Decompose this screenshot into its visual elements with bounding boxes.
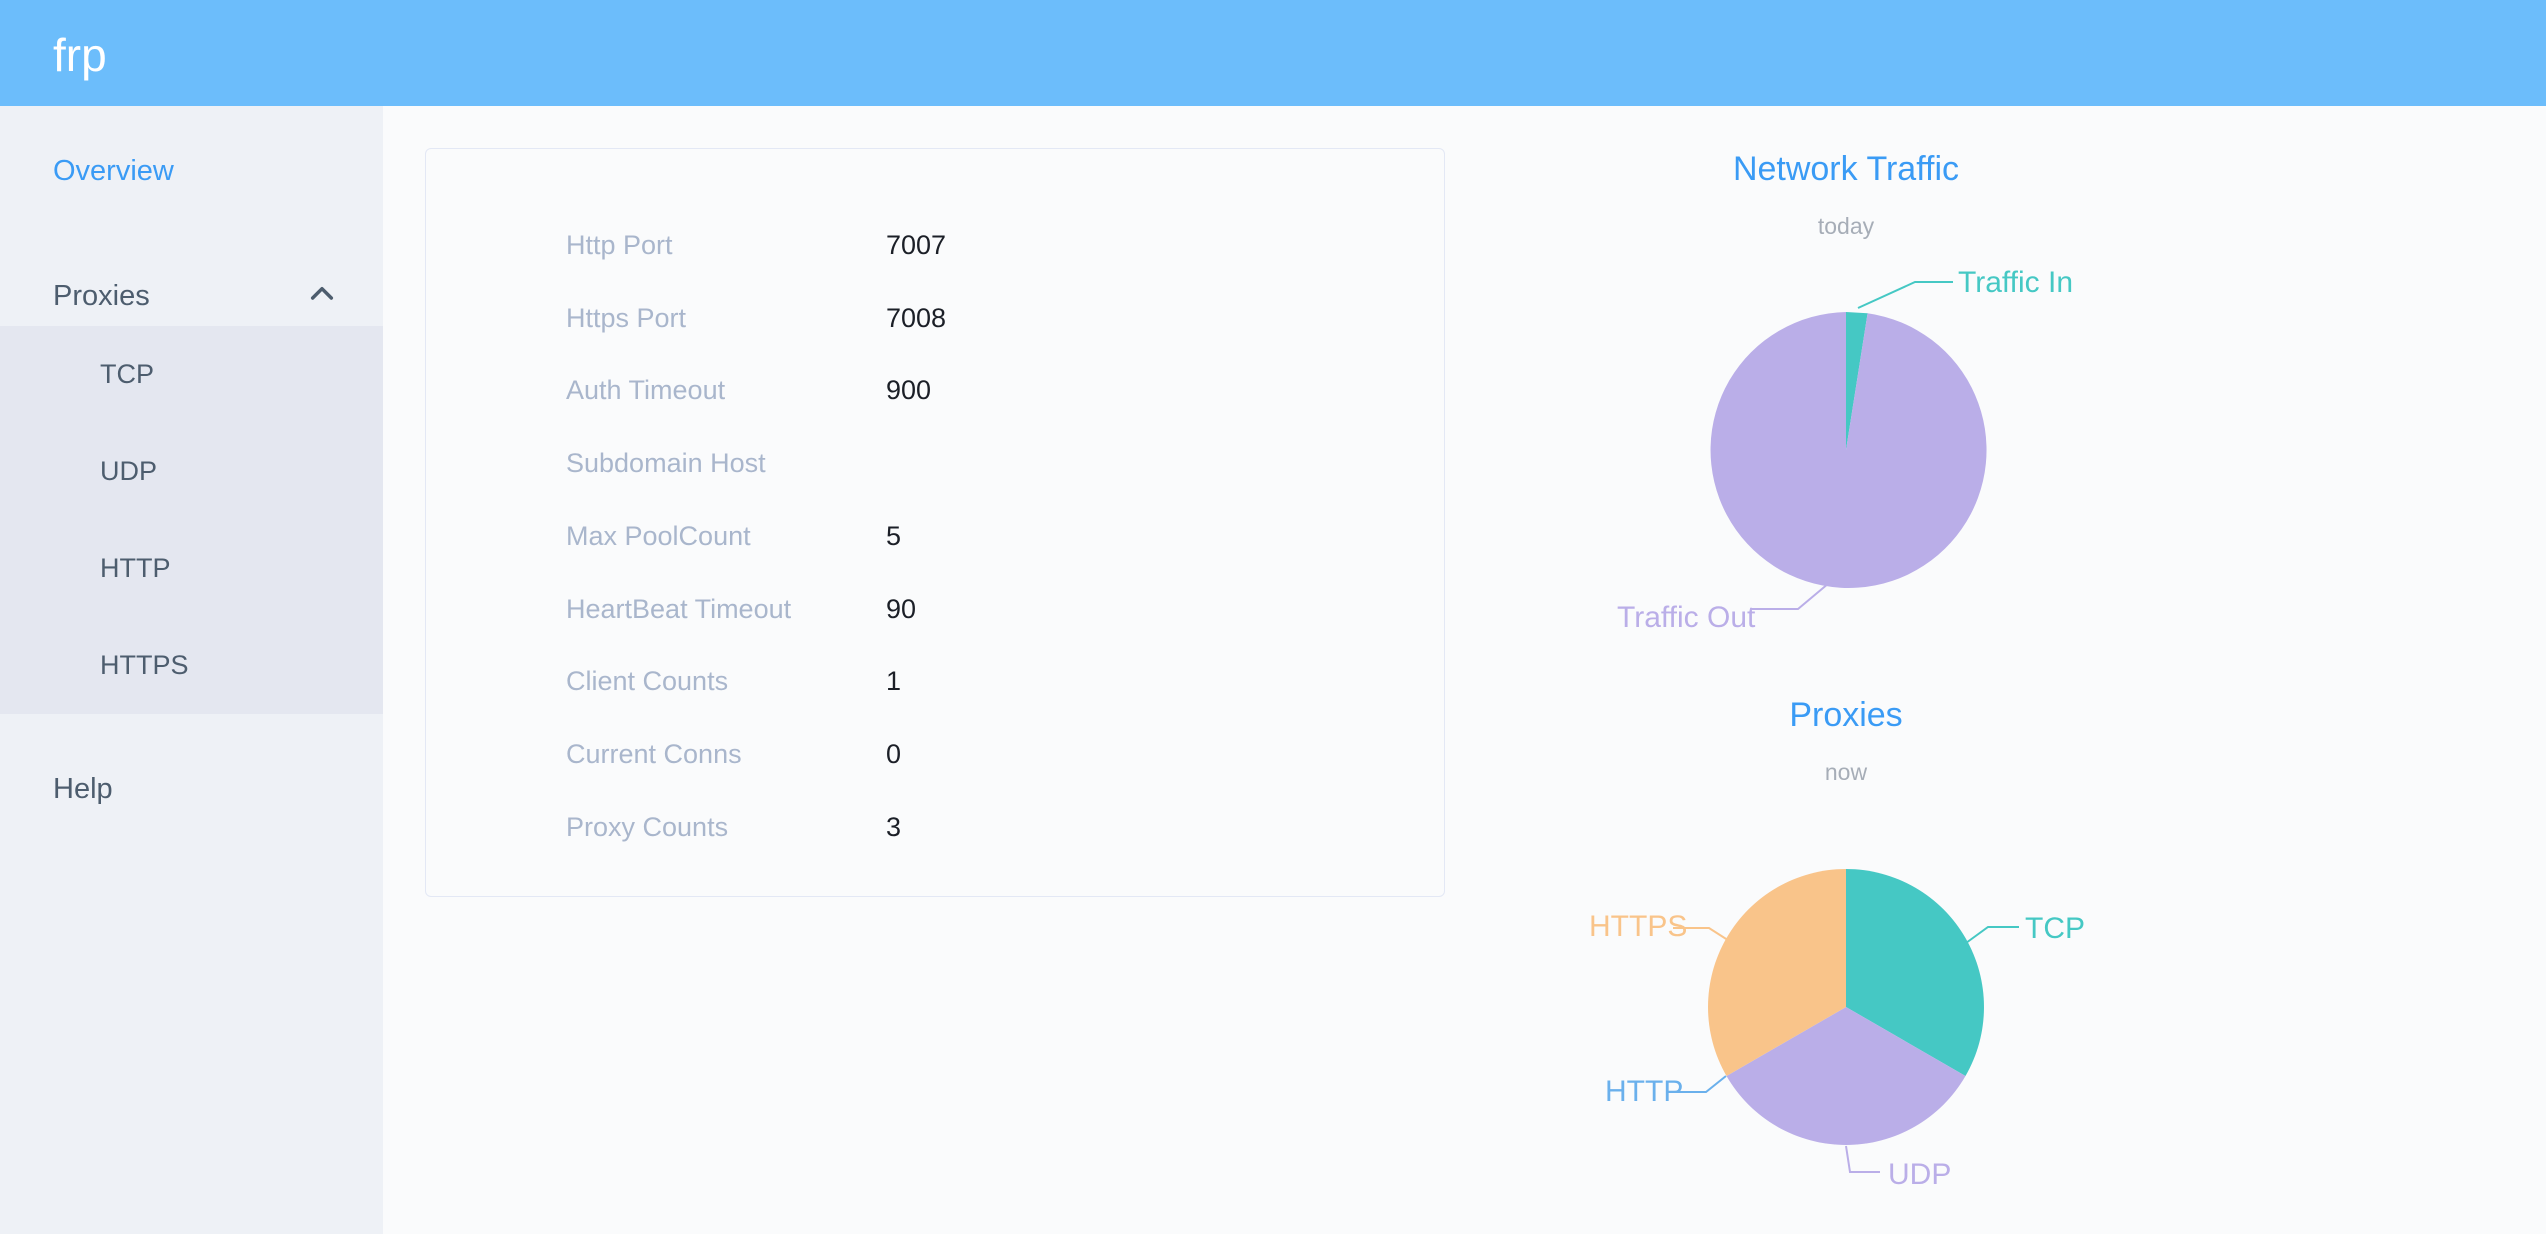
- svg-text:HTTPS: HTTPS: [1589, 910, 1687, 943]
- svg-text:HTTP: HTTP: [1605, 1075, 1683, 1108]
- svg-text:UDP: UDP: [1888, 1158, 1951, 1191]
- svg-text:Traffic In: Traffic In: [1958, 266, 2073, 299]
- svg-text:TCP: TCP: [2025, 912, 2085, 945]
- svg-text:Traffic Out: Traffic Out: [1617, 601, 1756, 634]
